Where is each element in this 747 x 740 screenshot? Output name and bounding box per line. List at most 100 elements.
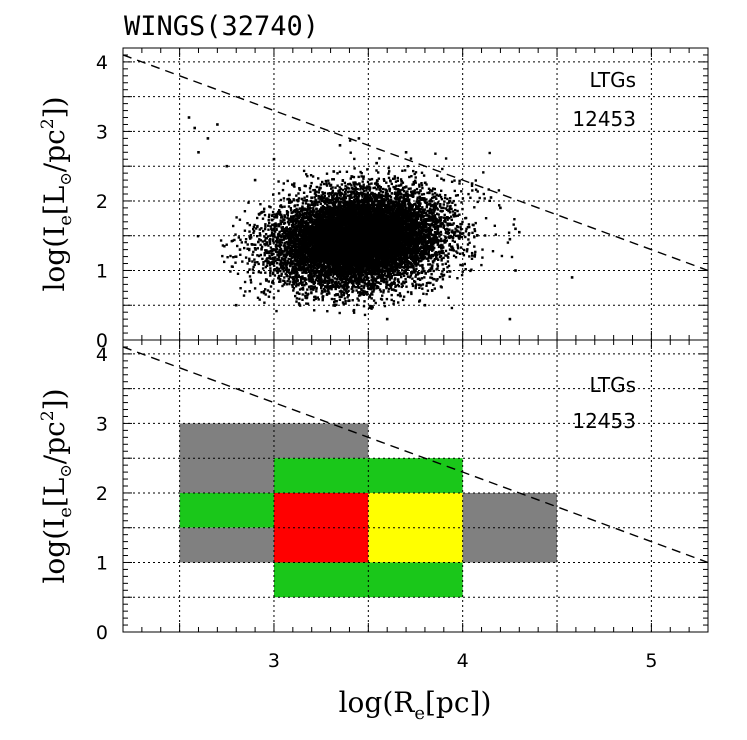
scatter-point	[418, 203, 421, 206]
scatter-point	[347, 286, 350, 289]
scatter-point	[340, 274, 344, 277]
scatter-point	[267, 295, 271, 298]
scatter-point	[333, 277, 336, 280]
scatter-point	[271, 239, 275, 242]
scatter-point	[239, 287, 242, 290]
scatter-point	[373, 271, 377, 274]
scatter-point	[460, 201, 463, 204]
scatter-point	[474, 250, 477, 254]
scatter-point	[431, 264, 434, 267]
scatter-point	[269, 271, 272, 275]
scatter-point	[419, 284, 423, 287]
scatter-point	[453, 212, 457, 215]
scatter-point	[233, 238, 236, 242]
scatter-point	[447, 230, 450, 233]
scatter-point	[315, 290, 318, 293]
scatter-point	[300, 263, 304, 266]
scatter-point	[423, 226, 426, 229]
scatter-point	[317, 274, 320, 277]
scatter-point	[237, 236, 240, 239]
scatter-point	[470, 257, 474, 260]
scatter-point	[398, 292, 402, 295]
scatter-point	[411, 208, 414, 211]
scatter-point	[413, 172, 416, 176]
scatter-point	[432, 283, 435, 286]
scatter-point	[318, 278, 321, 281]
scatter-point	[253, 261, 257, 264]
scatter-point	[349, 275, 352, 279]
scatter-point	[278, 212, 281, 215]
scatter-point	[386, 280, 389, 283]
scatter-point	[352, 289, 355, 292]
scatter-point	[423, 244, 427, 248]
scatter-point	[384, 191, 388, 194]
scatter-point	[458, 182, 461, 185]
scatter-point	[295, 283, 299, 286]
scatter-point	[433, 234, 436, 237]
scatter-point	[392, 177, 395, 180]
scatter-point	[375, 179, 379, 182]
scatter-point	[323, 243, 326, 247]
scatter-point	[300, 280, 303, 283]
scatter-point	[260, 291, 263, 294]
scatter-point	[413, 232, 417, 235]
scatter-point	[453, 213, 456, 216]
scatter-point	[252, 231, 255, 235]
scatter-point	[323, 278, 326, 281]
scatter-point	[429, 204, 433, 208]
scatter-point	[444, 262, 447, 265]
scatter-point	[483, 234, 487, 237]
scatter-point	[439, 195, 443, 199]
scatter-point	[313, 192, 317, 195]
scatter-point	[410, 194, 413, 197]
scatter-point	[272, 296, 276, 299]
scatter-point	[379, 290, 383, 293]
scatter-point	[400, 200, 404, 203]
scatter-point	[296, 200, 300, 203]
scatter-point	[436, 263, 439, 266]
scatter-point	[336, 172, 339, 175]
scatter-point	[400, 266, 403, 269]
scatter-point	[386, 273, 390, 276]
scatter-point	[377, 177, 380, 180]
scatter-point	[392, 302, 395, 306]
scatter-point	[243, 246, 246, 250]
scatter-point	[410, 291, 413, 294]
scatter-point	[270, 253, 274, 257]
scatter-point	[267, 228, 270, 231]
scatter-point	[467, 238, 470, 241]
scatter-point	[285, 226, 288, 229]
scatter-point	[416, 198, 419, 201]
scatter-point	[442, 252, 445, 255]
scatter-point	[362, 290, 365, 294]
scatter-point	[270, 229, 274, 232]
scatter-point	[425, 284, 428, 287]
scatter-point	[414, 269, 417, 273]
scatter-point	[295, 199, 298, 202]
scatter-point	[448, 211, 452, 214]
scatter-point	[313, 241, 317, 245]
scatter-point	[306, 175, 309, 178]
scatter-point	[248, 257, 251, 260]
scatter-point	[267, 219, 270, 222]
scatter-point	[404, 264, 407, 267]
scatter-point	[316, 203, 319, 206]
scatter-point	[432, 211, 435, 214]
scatter-point	[268, 242, 272, 245]
scatter-point	[377, 276, 381, 279]
scatter-point	[342, 294, 345, 297]
scatter-point	[290, 209, 293, 212]
scatter-point	[393, 177, 396, 180]
scatter-point	[268, 264, 272, 267]
scatter-point	[314, 202, 317, 205]
scatter-point	[407, 187, 410, 190]
scatter-point	[388, 170, 391, 173]
scatter-point	[421, 208, 424, 212]
scatter-point	[433, 210, 436, 213]
scatter-point	[367, 276, 370, 279]
scatter-point	[301, 271, 304, 274]
scatter-point	[236, 272, 240, 275]
scatter-point	[383, 206, 387, 209]
scatter-point	[438, 255, 442, 259]
scatter-point	[326, 284, 329, 287]
